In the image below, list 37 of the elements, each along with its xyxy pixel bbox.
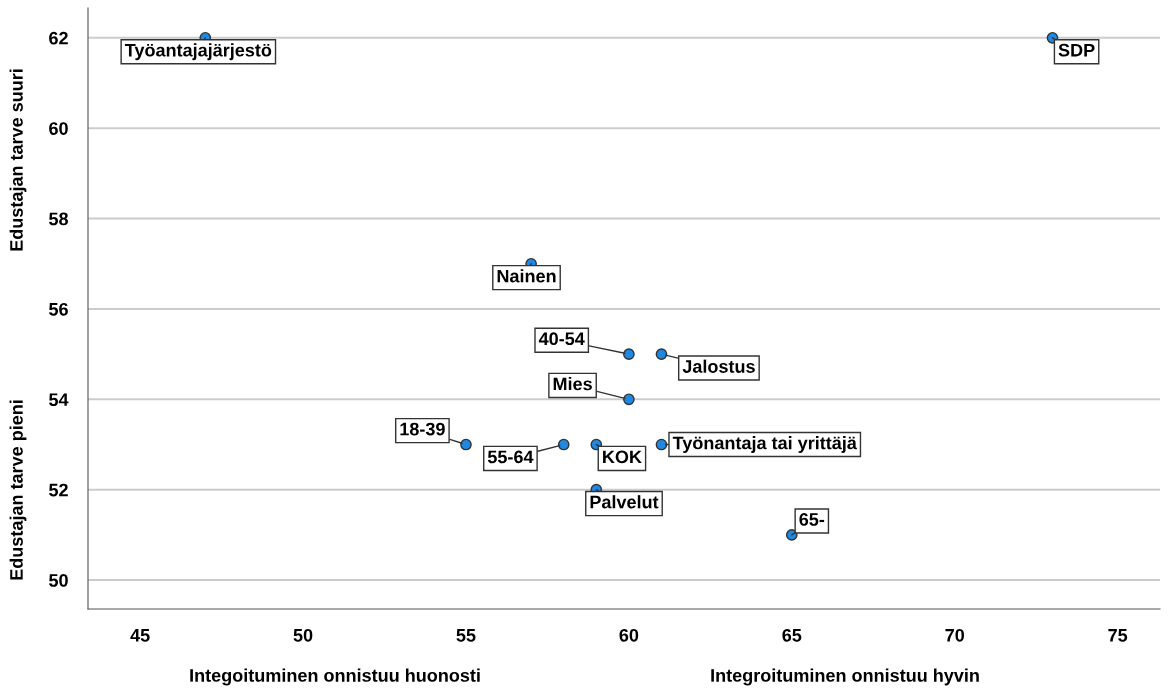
x-tick-label: 75: [1108, 629, 1128, 642]
y-tick-label: 60: [49, 122, 68, 135]
y-tick-label: 56: [49, 302, 68, 316]
x-tick-label: 60: [619, 628, 639, 642]
y-tick-label: 52: [49, 483, 68, 497]
annotation: SDP: [1058, 43, 1095, 57]
annotation: Työantajajärjestö: [124, 43, 272, 61]
text: Integroituminen onnistuu hyvin: [711, 668, 979, 686]
y-axis-title: Edustajan tarve suuri: [9, 69, 27, 251]
annotation: 18-39: [400, 422, 445, 436]
annotation: Työnantaja tai yrittäjä: [672, 436, 857, 453]
point: [623, 393, 635, 406]
annotation: Palvelut: [590, 495, 659, 509]
annotation: Mies: [553, 377, 592, 391]
point: [460, 438, 472, 451]
annotation: 40-54: [538, 332, 585, 346]
point: [655, 348, 668, 360]
point: [590, 438, 603, 451]
annotation: 65-: [799, 513, 825, 526]
y-tick-label: 50: [49, 574, 68, 587]
y-tick-label: 54: [49, 393, 69, 407]
point: [655, 438, 668, 451]
y-tick-label: 58: [49, 212, 68, 226]
x-tick-label: 45: [130, 629, 150, 642]
x-tick-label: 65: [782, 628, 802, 642]
text: Edustajan tarve pieni: [9, 400, 27, 580]
point: [557, 438, 570, 451]
x-tick-label: 55: [456, 629, 476, 642]
annotation: Jalostus: [682, 359, 755, 373]
x-tick-label: 50: [293, 628, 313, 642]
annotation: Nainen: [497, 269, 556, 283]
annotation: 55-64: [487, 450, 534, 464]
annotation: KOK: [603, 450, 642, 464]
x-tick-label: 70: [945, 628, 965, 642]
point: [623, 348, 635, 360]
y-tick-label: 62: [49, 31, 68, 45]
x-axis-title: Integoituminen onnistuu huonosti: [190, 668, 480, 686]
